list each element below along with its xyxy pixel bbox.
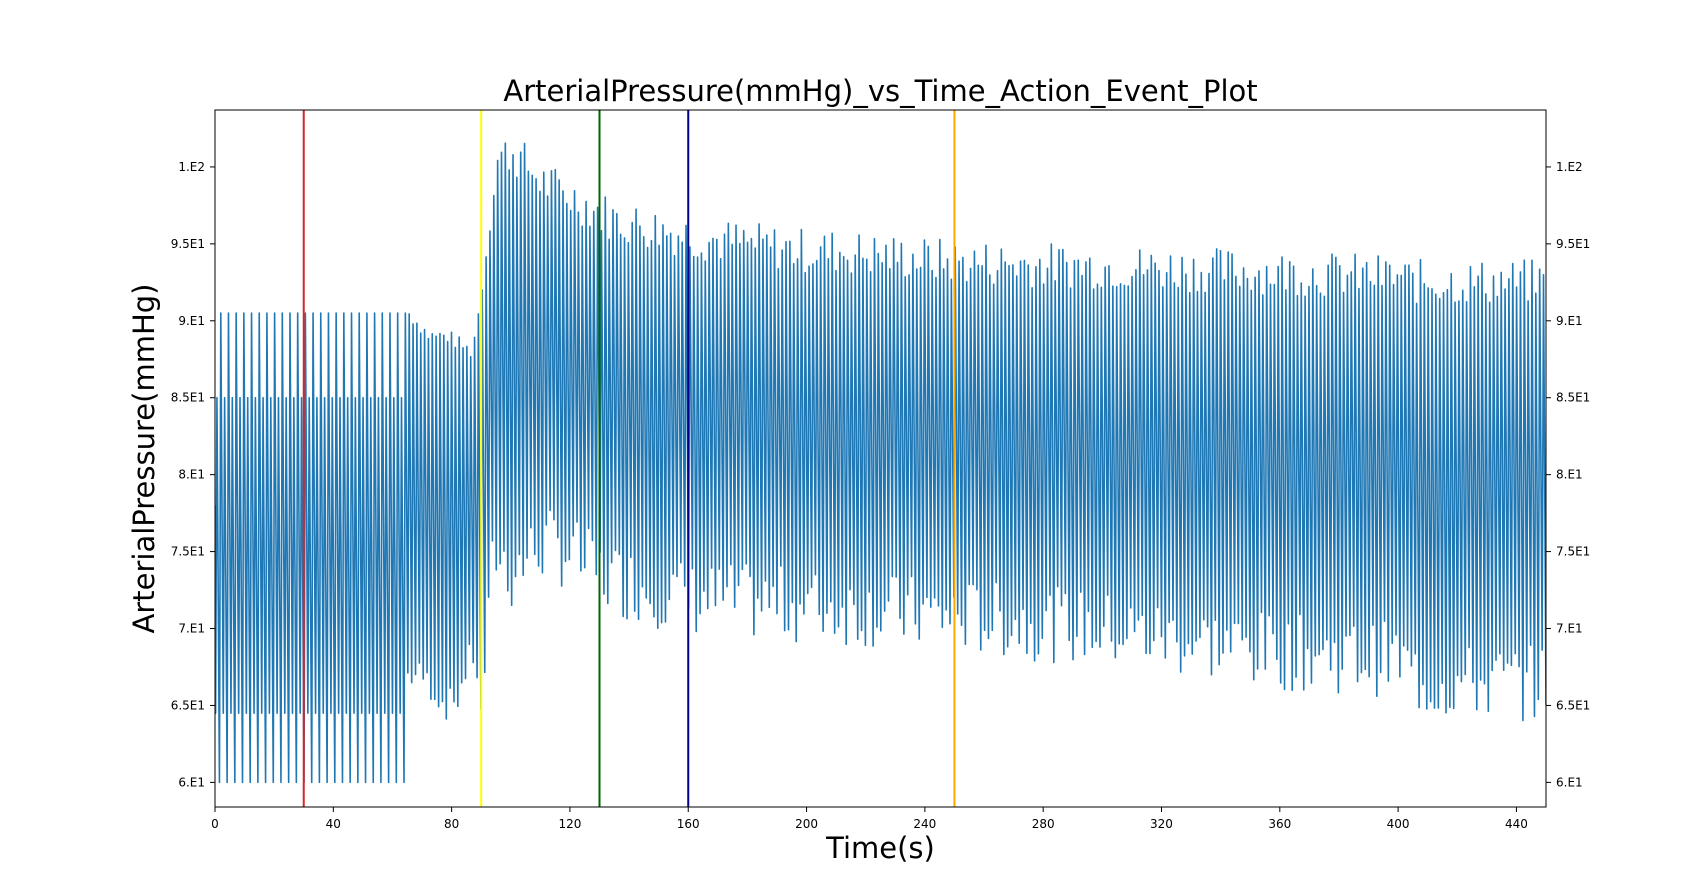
y-tick-label: 6.5E1 xyxy=(171,698,205,712)
event-lines xyxy=(302,110,956,807)
x-axis: 0 40 80 120 160 200 240 280 320 360 400 440 xyxy=(211,807,1528,831)
y-tick-label: 7.E1 xyxy=(178,622,205,636)
y-tick-label: 9.5E1 xyxy=(171,237,205,251)
y-tick-label-right: 8.E1 xyxy=(1556,468,1583,482)
axes-frame xyxy=(214,109,1547,808)
y-tick-label: 8.5E1 xyxy=(171,391,205,405)
x-tick-label: 440 xyxy=(1505,817,1528,831)
y-axis-right: 6.E1 6.5E1 7.E1 7.5E1 8.E1 8.5E1 9.E1 9.5E1 1.E2 xyxy=(1546,160,1590,789)
x-axis-label: Time(s) xyxy=(825,831,935,865)
y-tick-label-right: 6.5E1 xyxy=(1556,698,1590,712)
x-tick-label: 80 xyxy=(444,817,459,831)
x-tick-label: 240 xyxy=(913,817,936,831)
series-group xyxy=(215,142,1546,784)
y-tick-label: 6.E1 xyxy=(178,775,205,789)
y-tick-label-right: 7.E1 xyxy=(1556,622,1583,636)
plot-area xyxy=(214,109,1547,808)
y-tick-label-right: 1.E2 xyxy=(1556,160,1583,174)
x-tick-label: 320 xyxy=(1150,817,1173,831)
y-tick-label-right: 6.E1 xyxy=(1556,775,1583,789)
x-tick-label: 400 xyxy=(1387,817,1410,831)
x-tick-label: 40 xyxy=(326,817,341,831)
chart-title: ArterialPressure(mmHg)_vs_Time_Action_Ev… xyxy=(503,74,1257,108)
y-tick-label-right: 9.5E1 xyxy=(1556,237,1590,251)
x-tick-label: 280 xyxy=(1032,817,1055,831)
y-tick-label-right: 8.5E1 xyxy=(1556,391,1590,405)
y-tick-label: 8.E1 xyxy=(178,468,205,482)
y-axis-label: ArterialPressure(mmHg) xyxy=(127,284,161,634)
y-tick-label: 1.E2 xyxy=(178,160,205,174)
series-line xyxy=(215,142,1546,784)
x-tick-label: 360 xyxy=(1268,817,1291,831)
x-tick-label: 0 xyxy=(211,817,219,831)
x-tick-label: 200 xyxy=(795,817,818,831)
y-tick-label: 7.5E1 xyxy=(171,545,205,559)
y-tick-label: 9.E1 xyxy=(178,314,205,328)
x-tick-label: 160 xyxy=(677,817,700,831)
y-tick-label-right: 9.E1 xyxy=(1556,314,1583,328)
y-axis-left: 6.E1 6.5E1 7.E1 7.5E1 8.E1 8.5E1 9.E1 9.5E1 1.E2 xyxy=(171,160,215,789)
x-tick-label: 120 xyxy=(558,817,581,831)
y-tick-label-right: 7.5E1 xyxy=(1556,545,1590,559)
